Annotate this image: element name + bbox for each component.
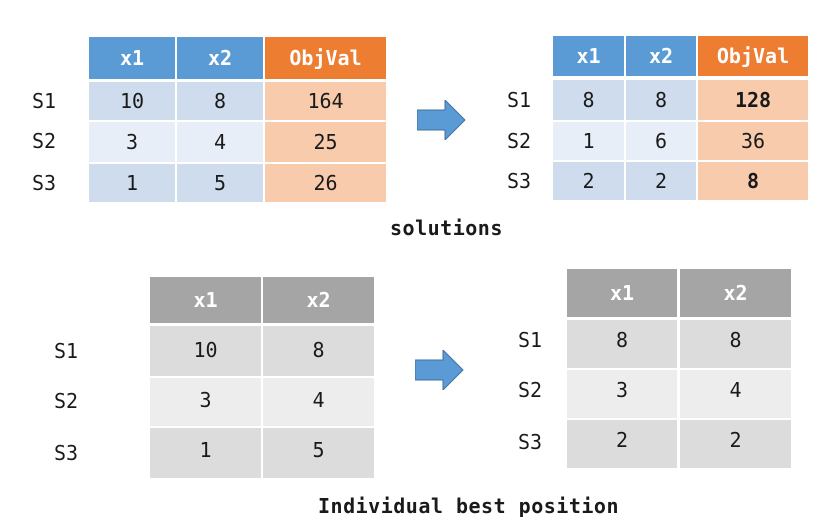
cell-x2: 4 xyxy=(680,370,791,418)
row-label-s3: S3 xyxy=(518,430,543,454)
cell-x1: 3 xyxy=(150,378,261,426)
right-arrow-icon xyxy=(417,100,466,140)
cell-x1: 2 xyxy=(553,162,624,200)
header-x1: x1 xyxy=(553,36,624,76)
cell-x2: 5 xyxy=(177,164,263,202)
cell-x2: 4 xyxy=(177,122,263,162)
header-objval: ObjVal xyxy=(265,37,386,79)
cell-x1: 1 xyxy=(89,164,175,202)
row-label-s2: S2 xyxy=(54,389,79,413)
cell-x1: 10 xyxy=(150,326,261,376)
header-x2: x2 xyxy=(263,277,374,323)
cell-x1: 3 xyxy=(89,122,175,162)
row-label-s2: S2 xyxy=(507,129,532,153)
header-x2: x2 xyxy=(680,269,791,317)
cell-x1: 1 xyxy=(553,122,624,160)
cell-x1: 8 xyxy=(553,80,624,120)
solutions-caption: solutions xyxy=(390,216,503,240)
cell-objval: 164 xyxy=(265,82,386,120)
best-position-caption: Individual best position xyxy=(318,494,619,518)
header-x1: x1 xyxy=(89,37,175,79)
right-arrow-icon xyxy=(415,350,464,390)
header-x2: x2 xyxy=(626,36,696,76)
cell-x1: 8 xyxy=(567,320,677,368)
cell-x2: 6 xyxy=(626,122,696,160)
cell-x1: 3 xyxy=(567,370,677,418)
row-label-s1: S1 xyxy=(32,89,57,113)
row-label-s1: S1 xyxy=(54,339,79,363)
row-label-s1: S1 xyxy=(518,328,543,352)
row-label-s2: S2 xyxy=(32,129,57,153)
cell-x2: 8 xyxy=(177,82,263,120)
cell-objval: 25 xyxy=(265,122,386,162)
cell-x2: 8 xyxy=(263,326,374,376)
row-label-s1: S1 xyxy=(507,88,532,112)
header-objval: ObjVal xyxy=(698,36,808,76)
cell-objval: 128 xyxy=(698,80,808,120)
cell-x1: 10 xyxy=(89,82,175,120)
cell-x2: 4 xyxy=(263,378,374,426)
cell-x1: 1 xyxy=(150,428,261,478)
row-label-s3: S3 xyxy=(507,169,532,193)
cell-objval: 26 xyxy=(265,164,386,202)
row-label-s3: S3 xyxy=(32,171,57,195)
header-x2: x2 xyxy=(177,37,263,79)
cell-x2: 8 xyxy=(680,320,791,368)
header-x1: x1 xyxy=(150,277,261,323)
row-label-s3: S3 xyxy=(54,441,79,465)
cell-x1: 2 xyxy=(567,420,677,468)
cell-x2: 5 xyxy=(263,428,374,478)
cell-x2: 8 xyxy=(626,80,696,120)
cell-objval: 8 xyxy=(698,162,808,200)
cell-x2: 2 xyxy=(626,162,696,200)
row-label-s2: S2 xyxy=(518,378,543,402)
header-x1: x1 xyxy=(567,269,677,317)
cell-objval: 36 xyxy=(698,122,808,160)
cell-x2: 2 xyxy=(680,420,791,468)
